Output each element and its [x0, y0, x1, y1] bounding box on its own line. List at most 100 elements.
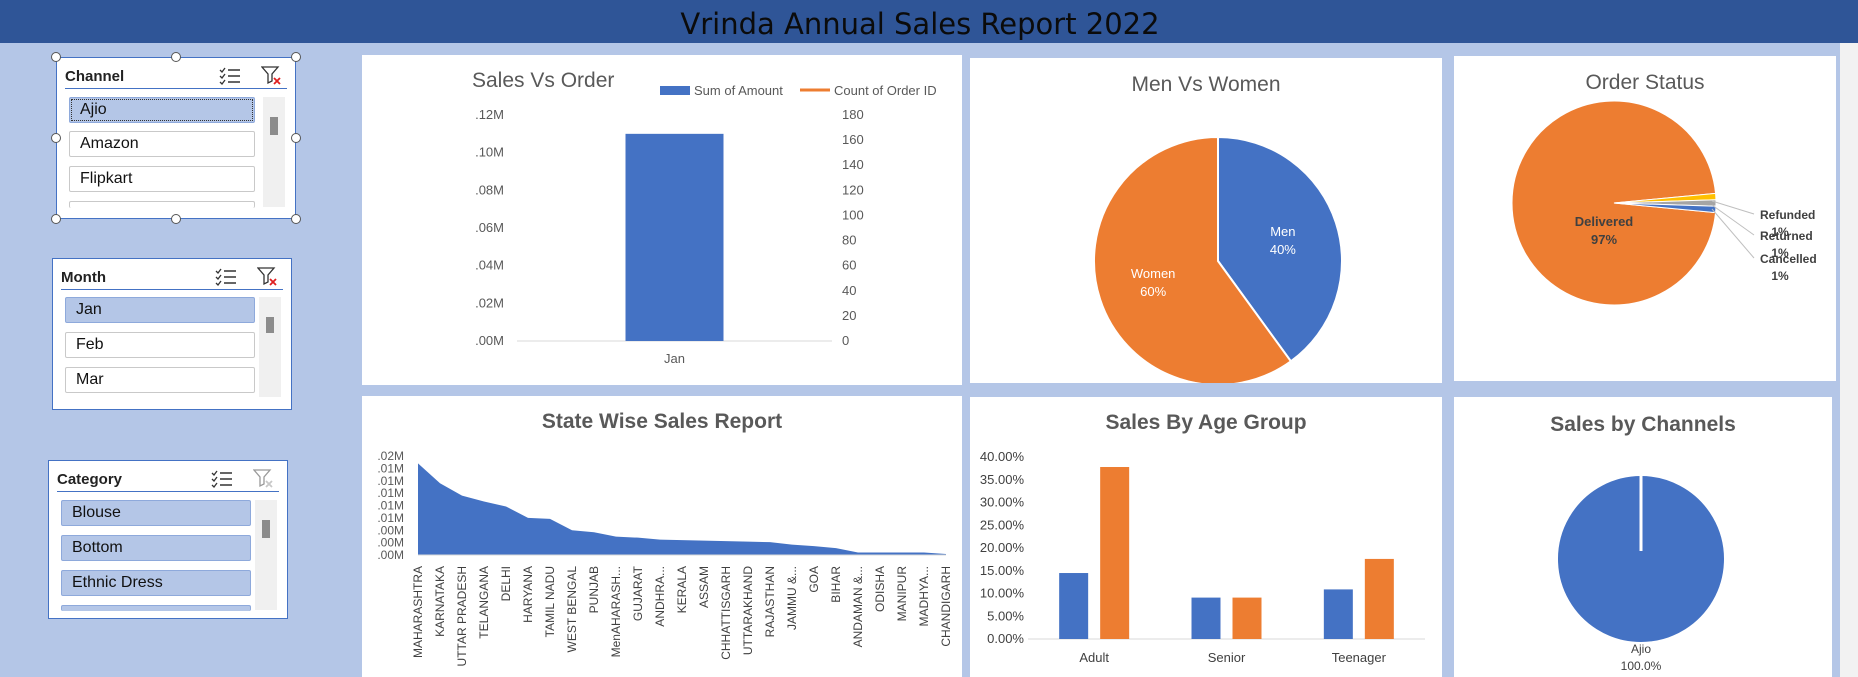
- y-tick-label: .01M: [377, 511, 404, 525]
- slicer-title: Channel: [65, 68, 125, 85]
- multi-select-icon[interactable]: [219, 67, 241, 85]
- slicer-scrollbar[interactable]: [255, 500, 277, 610]
- slicer-title: Category: [57, 471, 123, 488]
- data-label: Delivered: [1575, 214, 1634, 229]
- data-label: Returned: [1760, 229, 1813, 243]
- clear-filter-icon[interactable]: [257, 267, 279, 287]
- x-tick-label: GUJARAT: [631, 565, 645, 621]
- sales-by-channels-chart[interactable]: Sales by Channels Ajio 100.0%: [1454, 397, 1832, 677]
- sheet-right-strip: [1840, 0, 1858, 677]
- leader-line: [1711, 208, 1755, 259]
- slicer-scrollbar[interactable]: [263, 97, 285, 207]
- slicer-scrollbar[interactable]: [259, 297, 281, 397]
- y-tick-label-right: 180: [842, 107, 864, 122]
- x-tick-label: UTTARAKHAND: [741, 566, 755, 655]
- slicer-title: Month: [61, 269, 106, 286]
- bar-teenager: [1364, 558, 1394, 639]
- slicer-item-bottom[interactable]: Bottom: [61, 535, 251, 561]
- resize-handle[interactable]: [51, 214, 61, 224]
- channel-slicer[interactable]: Channel Ajio Amazon Flipkart: [56, 57, 296, 219]
- data-label: Women: [1131, 266, 1176, 281]
- legend-label: Sum of Amount: [694, 83, 783, 98]
- data-label: 60%: [1140, 284, 1166, 299]
- bar-sum-of-amount: [625, 133, 724, 341]
- multi-select-icon[interactable]: [215, 268, 237, 286]
- y-tick-label-right: 120: [842, 182, 864, 197]
- x-tick-label: Adult: [1079, 650, 1109, 665]
- x-tick-label: RAJASTHAN: [763, 566, 777, 637]
- sales-by-age-group-chart[interactable]: Sales By Age Group 0.00% 5.00% 10.00% 15.00…: [970, 397, 1442, 677]
- pie-slice-delivered: [1511, 100, 1717, 306]
- clear-filter-icon[interactable]: [253, 469, 275, 489]
- slicer-header: Category: [57, 469, 279, 492]
- slicer-item-flipkart[interactable]: Flipkart: [69, 166, 255, 192]
- report-title: Vrinda Annual Sales Report 2022: [680, 7, 1160, 41]
- slicer-header: Channel: [65, 66, 287, 89]
- order-status-chart[interactable]: Order Status Delivered 97% Refunded 1% Retur…: [1454, 56, 1836, 381]
- y-tick-label: .00M: [377, 536, 404, 550]
- y-tick-label-right: 60: [842, 258, 856, 273]
- clear-filter-icon[interactable]: [261, 66, 283, 86]
- slicer-header: Month: [61, 267, 283, 290]
- y-tick-label: 40.00%: [980, 449, 1025, 464]
- data-label: 1%: [1771, 225, 1789, 239]
- y-tick-label: 20.00%: [980, 540, 1025, 555]
- y-tick-label: 5.00%: [987, 608, 1024, 623]
- x-tick-label: ASSAM: [697, 566, 711, 608]
- data-label: 97%: [1591, 232, 1617, 247]
- resize-handle[interactable]: [51, 133, 61, 143]
- slicer-item-blouse[interactable]: Blouse: [61, 500, 251, 526]
- y-tick-label: .01M: [377, 461, 404, 475]
- y-tick-label: .01M: [377, 474, 404, 488]
- y-tick-label-right: 80: [842, 233, 856, 248]
- x-tick-label: MANIPUR: [895, 566, 909, 622]
- y-tick-label: .00M: [377, 548, 404, 562]
- category-slicer[interactable]: Category Blouse Bottom Ethnic Dress: [48, 460, 288, 619]
- slicer-item-partial[interactable]: [61, 605, 251, 611]
- leader-line: [1711, 200, 1755, 215]
- x-tick-label: MAHARASHTRA: [411, 566, 425, 658]
- data-label: 40%: [1270, 242, 1296, 257]
- resize-handle[interactable]: [291, 133, 301, 143]
- slicer-item-amazon[interactable]: Amazon: [69, 131, 255, 157]
- x-tick-label: Teenager: [1332, 650, 1387, 665]
- x-tick-label: CHANDIGARH: [939, 566, 953, 647]
- chart-plot: 0.00% 5.00% 10.00% 15.00% 20.00% 25.00% 30.00%…: [980, 449, 1425, 665]
- state-wise-sales-chart[interactable]: State Wise Sales Report .00M .00M .00M .01M…: [362, 396, 962, 677]
- pie-slice-ajio: [1556, 474, 1726, 644]
- chart-title: State Wise Sales Report: [541, 410, 783, 433]
- report-title-bar: Vrinda Annual Sales Report 2022: [0, 0, 1840, 43]
- x-tick-label: KERALA: [675, 566, 689, 613]
- slicer-item-jan[interactable]: Jan: [65, 297, 255, 323]
- leader-line: [1711, 204, 1755, 236]
- slicer-item-ethnic-dress[interactable]: Ethnic Dress: [61, 570, 251, 596]
- chart-title: Men Vs Women: [1131, 73, 1281, 96]
- data-label: 1%: [1771, 246, 1789, 260]
- resize-handle[interactable]: [171, 52, 181, 62]
- men-vs-women-chart[interactable]: Men Vs Women Men 40% Women 60%: [970, 58, 1442, 383]
- chart-title: Order Status: [1585, 71, 1705, 94]
- month-slicer[interactable]: Month Jan Feb Mar: [52, 258, 292, 410]
- sales-vs-order-chart[interactable]: Sales Vs Order .00M .02M .04M .06M .08M .10M.…: [362, 55, 962, 385]
- y-tick-label-right: 160: [842, 132, 864, 147]
- resize-handle[interactable]: [291, 214, 301, 224]
- x-tick-label: Jan: [664, 351, 685, 366]
- slicer-item-partial[interactable]: [69, 201, 255, 208]
- chart-plot: .00M.00M.00M.01M.01M.01M.01M.01M.02MMAHA…: [377, 449, 953, 666]
- resize-handle[interactable]: [291, 52, 301, 62]
- slicer-item-mar[interactable]: Mar: [65, 367, 255, 393]
- y-tick-label-right: 0: [842, 333, 849, 348]
- resize-handle[interactable]: [51, 52, 61, 62]
- y-tick-label-left: .00M: [475, 333, 504, 348]
- bar-teenager: [1323, 589, 1353, 639]
- chart-plot: Ajio 100.0%: [1556, 474, 1726, 673]
- multi-select-icon[interactable]: [211, 470, 233, 488]
- resize-handle[interactable]: [171, 214, 181, 224]
- x-tick-label: UTTAR PRADESH: [455, 566, 469, 666]
- y-tick-label-left: .04M: [475, 258, 504, 273]
- y-tick-label-right: 100: [842, 207, 864, 222]
- x-tick-label: Senior: [1208, 650, 1246, 665]
- y-tick-label: 30.00%: [980, 495, 1025, 510]
- slicer-item-feb[interactable]: Feb: [65, 332, 255, 358]
- slicer-item-ajio[interactable]: Ajio: [69, 97, 255, 123]
